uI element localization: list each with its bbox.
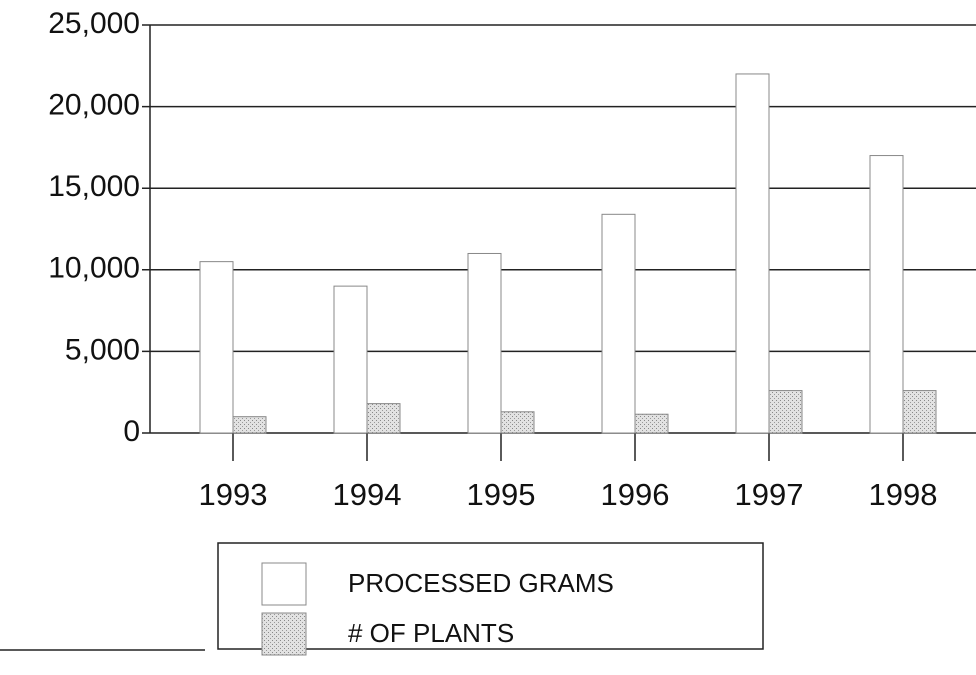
y-tick-label: 20,000 — [48, 89, 140, 122]
legend-box — [217, 542, 764, 650]
y-tick-label: 0 — [123, 415, 140, 448]
bar — [601, 213, 636, 434]
legend-label: PROCESSED GRAMS — [348, 568, 614, 598]
bar — [500, 411, 535, 434]
bar — [869, 155, 904, 434]
y-tick-label: 5,000 — [65, 333, 140, 366]
y-tick-label: 15,000 — [48, 170, 140, 203]
x-tick-label: 1993 — [199, 477, 268, 512]
bar — [333, 285, 368, 434]
x-tick-label: 1996 — [601, 477, 670, 512]
bar — [366, 403, 401, 434]
legend-swatch — [261, 562, 307, 606]
y-tick-label: 25,000 — [48, 7, 140, 40]
x-tick-label: 1995 — [467, 477, 536, 512]
legend-label: # OF PLANTS — [348, 618, 514, 648]
legend-swatch — [261, 612, 307, 656]
bar — [902, 390, 937, 434]
bar — [634, 413, 669, 434]
bar — [232, 416, 267, 434]
bar — [768, 390, 803, 434]
bar — [467, 252, 502, 434]
x-tick-label: 1998 — [869, 477, 938, 512]
bar — [199, 261, 234, 434]
bar — [735, 73, 770, 434]
x-tick-label: 1994 — [333, 477, 402, 512]
x-tick-label: 1997 — [735, 477, 804, 512]
y-tick-label: 10,000 — [48, 252, 140, 285]
